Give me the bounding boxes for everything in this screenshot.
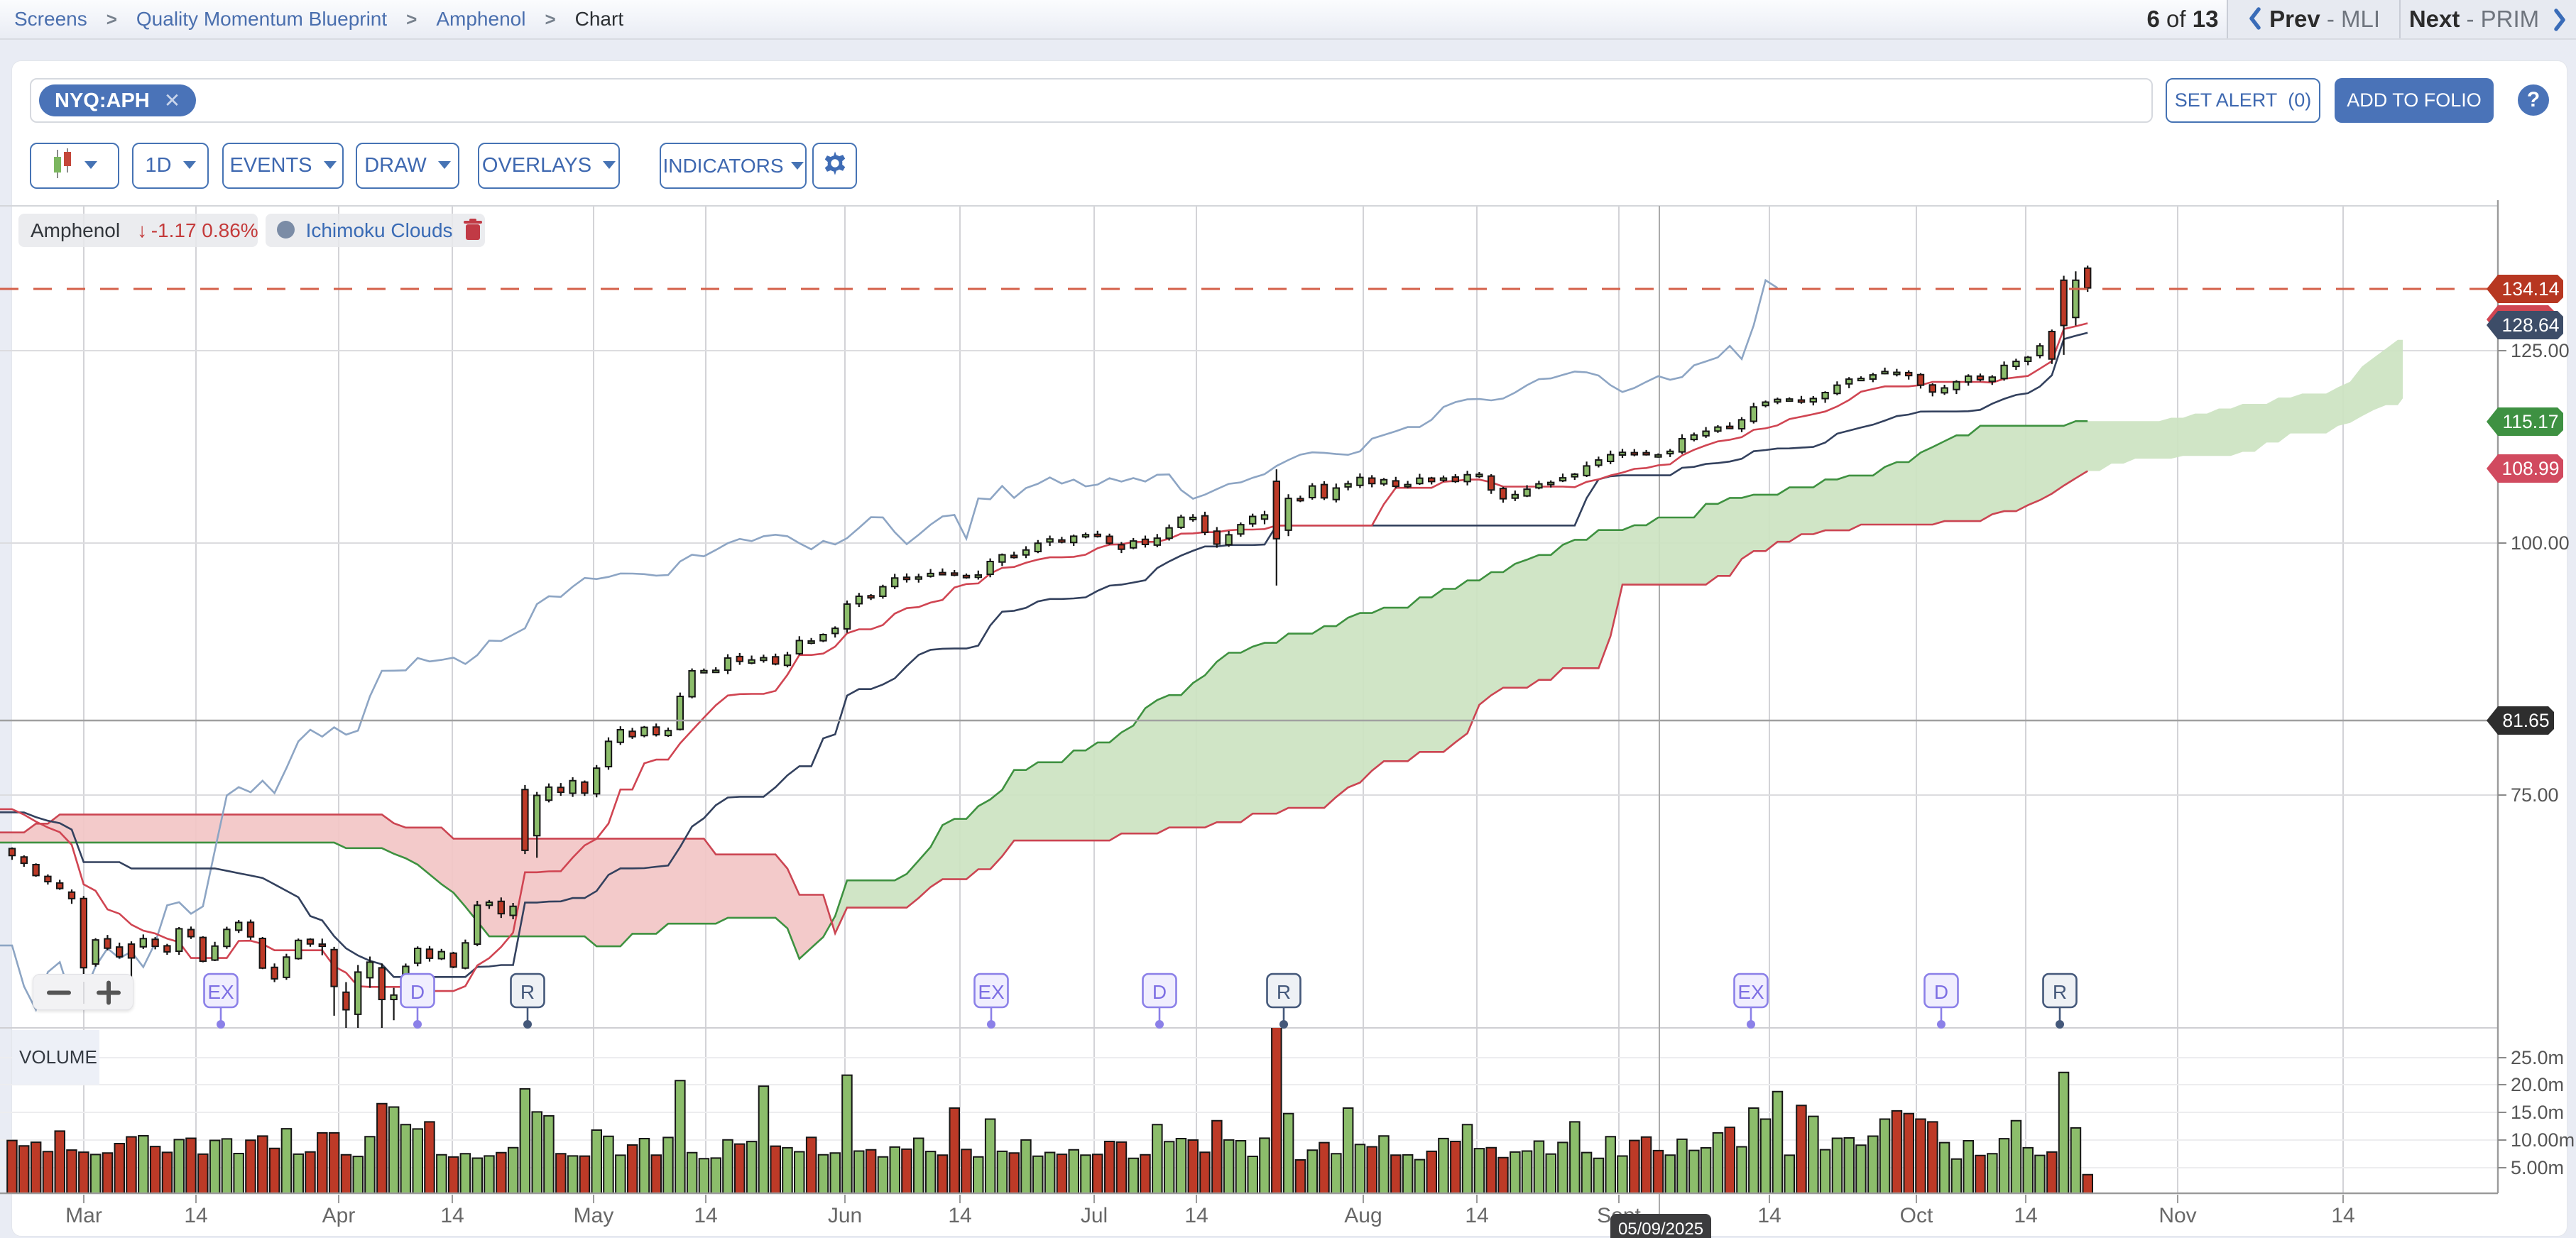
svg-text:14: 14	[1465, 1204, 1488, 1227]
svg-text:115.17: 115.17	[2502, 411, 2558, 432]
svg-text:128.64: 128.64	[2501, 314, 2559, 336]
svg-text:May: May	[574, 1204, 614, 1227]
svg-text:10.00m: 10.00m	[2511, 1129, 2575, 1151]
svg-text:75.00: 75.00	[2511, 784, 2559, 806]
svg-text:108.99: 108.99	[2501, 458, 2559, 479]
svg-text:5.00m: 5.00m	[2511, 1157, 2564, 1178]
svg-text:EX: EX	[1737, 981, 1764, 1003]
svg-text:14: 14	[1757, 1204, 1781, 1227]
svg-text:Apr: Apr	[322, 1204, 356, 1227]
svg-text:D: D	[1934, 981, 1948, 1003]
svg-text:Aug: Aug	[1344, 1204, 1382, 1227]
svg-text:125.00: 125.00	[2511, 340, 2570, 361]
svg-text:R: R	[1277, 981, 1291, 1003]
svg-text:D: D	[410, 981, 425, 1003]
svg-text:14: 14	[948, 1204, 971, 1227]
svg-text:15.0m: 15.0m	[2511, 1102, 2564, 1123]
svg-text:100.00: 100.00	[2511, 532, 2570, 554]
svg-text:Mar: Mar	[65, 1204, 102, 1227]
svg-text:Jun: Jun	[828, 1204, 862, 1227]
svg-text:D: D	[1152, 981, 1167, 1003]
svg-text:14: 14	[1184, 1204, 1208, 1227]
svg-text:R: R	[2053, 981, 2067, 1003]
svg-text:R: R	[520, 981, 535, 1003]
svg-text:EX: EX	[978, 981, 1005, 1003]
svg-text:14: 14	[440, 1204, 464, 1227]
svg-text:20.0m: 20.0m	[2511, 1074, 2564, 1095]
svg-text:Nov: Nov	[2159, 1204, 2196, 1227]
svg-text:05/09/2025: 05/09/2025	[1618, 1220, 1703, 1238]
svg-text:14: 14	[2014, 1204, 2037, 1227]
svg-text:81.65: 81.65	[2502, 710, 2549, 731]
svg-text:134.14: 134.14	[2501, 278, 2559, 300]
svg-text:25.0m: 25.0m	[2511, 1047, 2564, 1068]
svg-text:EX: EX	[207, 981, 234, 1003]
svg-text:Oct: Oct	[1900, 1204, 1933, 1227]
svg-text:Jul: Jul	[1081, 1204, 1108, 1227]
svg-text:14: 14	[694, 1204, 717, 1227]
svg-text:14: 14	[184, 1204, 207, 1227]
svg-text:14: 14	[2331, 1204, 2354, 1227]
